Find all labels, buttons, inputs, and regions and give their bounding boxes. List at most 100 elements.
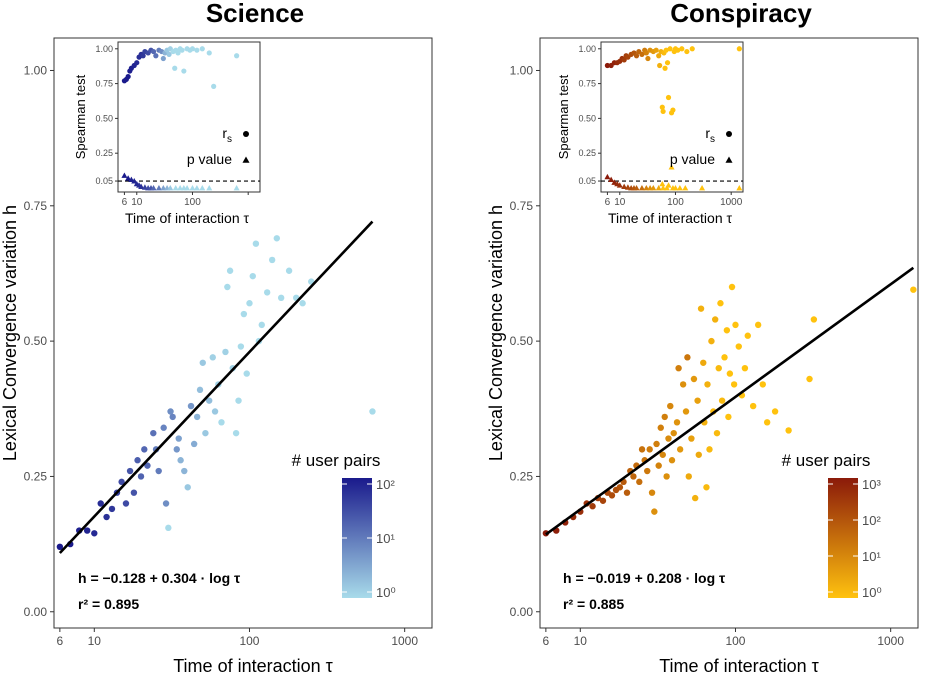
inset-x-tick-label: 1000 [720,197,743,208]
data-point [657,424,664,431]
data-point [706,446,713,453]
data-point [638,446,646,453]
data-point [655,462,662,469]
inset-rs-point [679,46,685,52]
data-point [682,408,690,415]
x-tick-label: 100 [725,634,745,648]
inset-y-axis-label: Spearman test [556,74,571,159]
inset-rs-point [667,46,673,52]
scatter-points [542,283,917,537]
inset-rs-point [160,55,166,62]
data-point [673,419,681,426]
inset-x-tick-label: 10 [614,197,626,208]
data-point [675,364,682,372]
data-point [126,467,134,475]
data-point [240,310,248,318]
inset-rs-point [659,104,665,110]
inset-rs-point [604,62,611,69]
inset-rs-point [675,47,681,53]
colorbar-label: 10¹ [376,531,395,546]
fit-r2: r² = 0.885 [563,596,624,612]
inset-x-axis-label: Time of interaction τ [608,210,733,226]
inset-rs-point [134,60,140,66]
data-point [718,397,726,404]
inset-pvalue-points [604,164,743,191]
colorbar-label: 10⁰ [376,585,396,600]
inset-pvalue-point [668,164,675,170]
data-point [235,397,242,404]
inset-y-tick-label: 0.05 [578,176,596,186]
colorbar-label: 10³ [862,477,881,492]
inset-y-tick-label: 1.00 [578,44,596,54]
data-point [196,386,204,394]
data-point [199,359,206,366]
data-point [651,508,658,515]
data-point [670,429,677,437]
data-point [653,440,660,448]
data-point [735,343,742,350]
inset-pvalue-point [672,185,679,191]
inset-rs-point [166,51,172,57]
fit-equation: h = −0.128 + 0.304 · log τ [78,570,241,586]
inset-pvalue-point [150,185,157,191]
inset-pvalue-points [121,172,240,191]
data-point [730,381,738,388]
data-point [726,370,734,377]
inset-legend-triangle-icon [242,156,250,163]
inset-rs-points [604,46,742,116]
colorbar-label: 10² [862,513,881,528]
data-point [688,435,695,442]
inset-rs-point [684,48,690,55]
inset-pvalue-point [184,185,191,191]
inset-rs-point [736,46,742,52]
data-point [648,489,656,496]
legend-title: # user pairs [292,451,381,470]
data-point [224,283,231,291]
data-point [732,321,739,329]
inset-rs-point [189,46,196,52]
x-tick-label: 10 [88,634,102,648]
inset-rs-point [125,74,131,80]
inset-rs-point [664,60,671,66]
inset-legend-rs-label: rs [705,125,715,145]
inset-rs-point [153,53,159,59]
data-point [209,354,216,361]
colorbar-label: 10⁰ [862,585,882,600]
data-point [659,451,666,458]
x-tick-label: 1000 [877,634,904,648]
inset-rs-point [643,50,649,56]
data-point [721,354,728,361]
data-point [162,500,170,507]
data-point [679,381,687,388]
data-point [785,427,792,434]
inset-rs-point [181,68,187,74]
inset-pvalue-point [650,185,657,191]
data-point [237,343,245,350]
data-point [759,381,767,388]
inset-x-axis-label: Time of interaction τ [125,210,250,226]
inset-rs-point [199,46,205,52]
data-point [299,300,306,307]
y-tick-label: 0.00 [510,605,534,619]
inset-rs-point [194,47,200,53]
inset-rs-point [656,53,662,59]
data-point [704,381,711,388]
x-axis-label: Time of interaction τ [659,656,819,676]
x-tick-label: 10 [574,634,588,648]
data-point [243,370,250,377]
data-point [711,316,719,323]
data-point [169,413,176,421]
fit-line [545,266,915,536]
data-point [134,457,141,464]
data-point [754,321,762,329]
data-point [608,492,616,499]
inset-pvalue-point [663,185,670,191]
inset-y-tick-label: 0.25 [578,148,596,158]
data-point [695,451,702,458]
chart-title: Science [206,0,304,28]
data-point [694,397,701,404]
inset-legend-rs-label: rs [222,125,232,145]
data-point [83,527,91,534]
data-point [910,286,917,293]
